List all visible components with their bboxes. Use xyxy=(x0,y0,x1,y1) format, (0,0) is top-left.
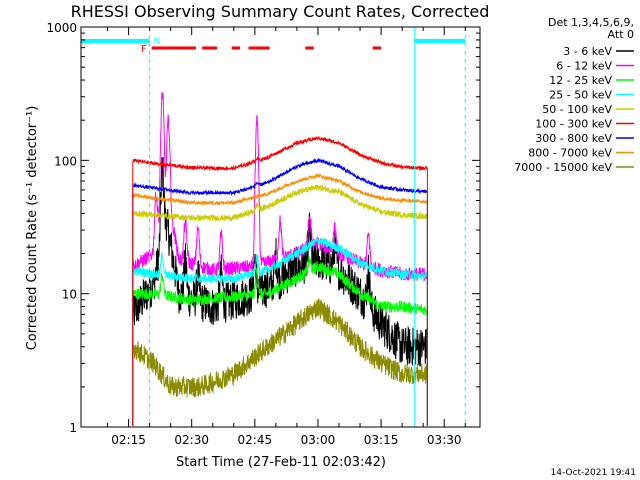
series-layer xyxy=(132,92,428,426)
y-tick-label-3: 1000 xyxy=(46,21,77,35)
x-tick-label-4: 03:15 xyxy=(364,433,399,447)
x-tick-label-5: 03:30 xyxy=(427,433,462,447)
legend-label-7: 800 - 7000 keV xyxy=(528,147,612,160)
axes-layer: 02:15 02:30 02:45 03:00 03:15 03:30 1 10 100 1000 xyxy=(46,21,481,447)
legend-header-0: Det 1,3,4,5,6,9, xyxy=(548,16,634,29)
legend-label-5: 100 - 300 keV xyxy=(535,118,612,131)
x-tick-label-1: 02:30 xyxy=(174,433,209,447)
series-line-0 xyxy=(132,157,428,426)
x-tick-label-3: 03:00 xyxy=(301,433,336,447)
series-line-6 xyxy=(132,157,428,426)
legend-label-2: 12 - 25 keV xyxy=(549,74,612,87)
series-line-5 xyxy=(132,136,428,426)
y-axis-label: Corrected Count Rate (s⁻¹ detector⁻¹) xyxy=(25,106,40,351)
marker-layer: FN xyxy=(81,27,466,427)
legend-header-1: Att 0 xyxy=(608,28,634,41)
series-line-3 xyxy=(132,237,428,426)
series-line-2 xyxy=(132,256,428,426)
legend-label-6: 300 - 800 keV xyxy=(535,132,612,145)
x-tick-label-2: 02:45 xyxy=(238,433,273,447)
series-line-4 xyxy=(132,184,428,426)
timestamp: 14-Oct-2021 19:41 xyxy=(551,468,636,478)
y-tick-label-0: 1 xyxy=(69,421,77,435)
chart-title: RHESSI Observing Summary Count Rates, Co… xyxy=(71,2,490,21)
y-tick-label-2: 100 xyxy=(54,154,77,168)
night-label: N xyxy=(154,37,161,47)
y-tick-label-1: 10 xyxy=(62,288,77,302)
legend-label-0: 3 - 6 keV xyxy=(563,45,612,58)
series-line-7 xyxy=(132,172,428,426)
x-axis-label: Start Time (27-Feb-11 02:03:42) xyxy=(176,455,386,470)
legend-label-8: 7000 - 15000 keV xyxy=(514,161,612,174)
x-tick-label-0: 02:15 xyxy=(111,433,146,447)
legend-label-3: 25 - 50 keV xyxy=(549,89,612,102)
legend: Det 1,3,4,5,6,9,Att 0 3 - 6 keV 6 - 12 keV… xyxy=(514,16,634,174)
series-line-1 xyxy=(132,92,428,426)
series-line-8 xyxy=(132,298,428,426)
flare-label: F xyxy=(141,44,147,55)
legend-label-1: 6 - 12 keV xyxy=(556,60,612,73)
plot-frame xyxy=(80,26,481,428)
legend-label-4: 50 - 100 keV xyxy=(542,103,612,116)
